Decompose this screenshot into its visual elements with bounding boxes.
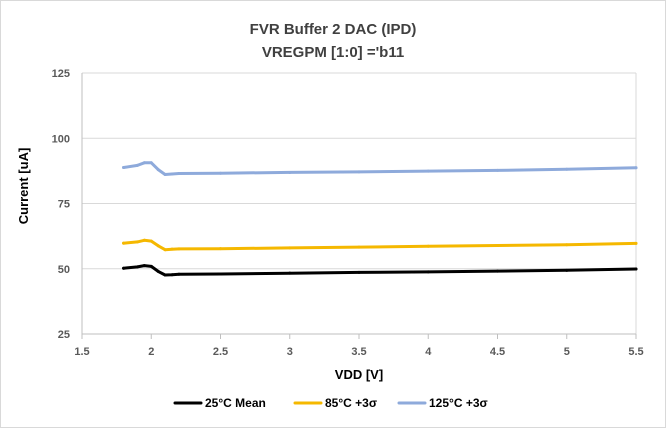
data-point [122,266,126,270]
y-tick-label: 125 [52,68,70,80]
chart-title: FVR Buffer 2 DAC (IPD) [250,21,417,38]
data-point [149,161,153,165]
data-point [426,169,430,173]
legend-label: 85°C +3σ [325,396,377,410]
y-tick-label: 25 [58,329,70,341]
data-point [122,165,126,169]
data-point [177,171,181,175]
data-point [135,163,139,167]
data-point [142,238,146,242]
data-point [357,270,361,274]
data-point [163,273,167,277]
data-point [288,170,292,174]
data-point [219,247,222,251]
data-point [122,241,126,245]
data-point [170,273,174,277]
y-axis-title: Current [uA] [16,148,31,225]
data-point [565,167,569,171]
data-point [634,166,638,170]
data-point [634,267,638,271]
x-tick-label: 5.5 [628,346,643,358]
legend-label: 125°C +3σ [429,396,488,410]
series-line-0 [122,264,638,277]
x-axis-title: VDD [V] [335,367,383,382]
data-point [149,239,153,243]
data-point [634,241,638,245]
x-tick-label: 4.5 [490,346,505,358]
x-tick-label: 2.5 [213,346,228,358]
data-point [156,269,160,273]
data-point [135,265,139,269]
data-point [288,271,292,275]
x-tick-label: 3.5 [351,346,366,358]
data-point [170,247,174,251]
data-point [163,248,167,252]
data-point [565,268,569,272]
data-point [219,171,222,175]
data-point [156,168,160,172]
x-tick-label: 3 [287,346,293,358]
x-tick-label: 5 [564,346,570,358]
data-point [163,173,167,177]
series-line-1 [122,238,638,252]
data-point [219,272,222,276]
data-point [496,244,499,248]
data-point [156,244,160,248]
data-point [149,264,153,268]
data-point [170,172,174,176]
x-tick-label: 4 [425,346,432,358]
data-point [357,170,361,174]
data-point [288,246,292,250]
data-point [142,161,146,165]
data-point [357,245,361,249]
series-line-2 [122,161,638,176]
chart-subtitle: VREGPM [1:0] ='b11 [262,44,404,61]
data-point [565,243,569,247]
data-point [426,244,430,248]
data-point [426,270,430,274]
data-point [177,272,181,276]
x-tick-label: 1.5 [74,346,89,358]
data-point [135,240,139,244]
y-tick-label: 50 [58,264,70,276]
x-tick-label: 2 [148,346,154,358]
y-tick-label: 100 [52,133,70,145]
data-point [496,168,499,172]
data-point [177,247,181,251]
legend-label: 25°C Mean [205,396,266,410]
data-point [142,264,146,268]
data-point [496,269,499,273]
y-tick-label: 75 [58,199,70,211]
